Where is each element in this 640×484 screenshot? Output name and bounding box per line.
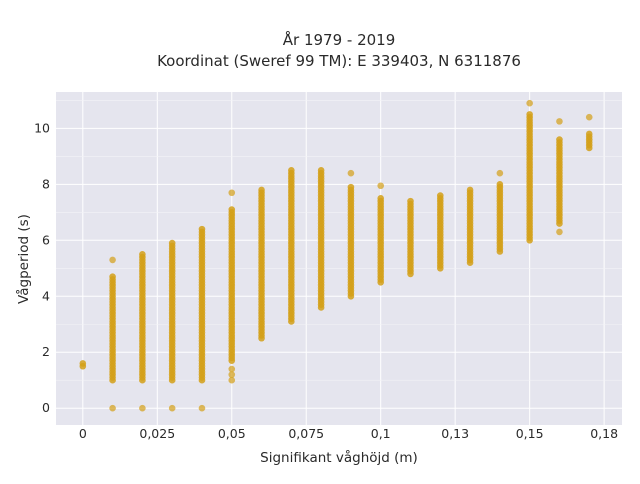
data-point-outlier <box>228 189 236 197</box>
data-point <box>317 167 325 174</box>
chart-title-line-2: Koordinat (Sweref 99 TM): E 339403, N 63… <box>157 52 521 70</box>
data-point <box>585 130 593 138</box>
data-point-outlier <box>526 99 533 107</box>
data-column <box>377 182 385 286</box>
x-tick-label: 0,18 <box>590 426 618 441</box>
data-column <box>496 169 504 255</box>
data-point-outlier <box>585 113 593 121</box>
data-column <box>258 186 265 342</box>
data-column <box>168 239 176 412</box>
data-point <box>436 192 444 199</box>
data-point-outlier <box>228 371 236 378</box>
data-point <box>526 111 533 118</box>
x-axis-title: Signifikant våghöjd (m) <box>260 449 418 466</box>
data-column <box>556 118 563 236</box>
data-point-outlier <box>556 228 563 236</box>
data-column <box>198 225 206 412</box>
data-point <box>168 239 176 247</box>
data-points <box>79 99 593 412</box>
data-column <box>109 256 116 412</box>
x-tick-label: 0,05 <box>218 426 246 441</box>
data-point-outlier <box>109 404 116 412</box>
data-point <box>407 197 414 205</box>
y-tick-labels: 0 2 4 6 8 10 <box>34 120 50 415</box>
data-point <box>228 206 236 213</box>
data-point-outlier <box>228 365 236 373</box>
y-tick-label: 2 <box>42 344 50 359</box>
y-tick-label: 10 <box>34 120 50 135</box>
data-column <box>79 360 87 370</box>
data-point <box>139 251 146 258</box>
data-point <box>377 195 385 202</box>
data-point-outlier <box>228 376 236 384</box>
data-point-outlier <box>168 404 176 412</box>
data-point <box>556 136 563 143</box>
data-point-outlier <box>556 118 563 125</box>
x-tick-labels: 0 0,025 0,05 0,075 0,1 0,13 0,15 0,18 <box>79 426 618 441</box>
data-point-outlier <box>109 256 116 264</box>
data-point <box>198 225 206 233</box>
data-point <box>347 183 355 191</box>
data-column <box>288 167 295 325</box>
chart-title-line-1: År 1979 - 2019 <box>283 30 396 49</box>
data-point-outlier <box>347 169 355 177</box>
data-column <box>466 186 474 266</box>
data-column <box>585 113 593 152</box>
y-axis-title: Vågperiod (s) <box>15 214 32 304</box>
data-point <box>496 181 504 188</box>
y-tick-label: 6 <box>42 232 50 247</box>
y-tick-label: 4 <box>42 288 50 303</box>
x-tick-label: 0,1 <box>371 426 391 441</box>
data-column <box>347 169 355 300</box>
x-tick-label: 0,025 <box>139 426 175 441</box>
data-point <box>288 167 295 174</box>
data-point <box>79 360 87 367</box>
data-column <box>526 99 533 244</box>
y-tick-label: 8 <box>42 176 50 191</box>
data-point-outlier <box>139 404 146 412</box>
data-point-outlier <box>377 182 385 190</box>
data-point-outlier <box>496 169 504 177</box>
data-column <box>228 189 236 384</box>
x-tick-label: 0,15 <box>516 426 544 441</box>
data-column <box>317 167 325 311</box>
data-point <box>258 186 265 194</box>
x-tick-label: 0 <box>79 426 87 441</box>
data-point <box>109 273 116 280</box>
data-column <box>407 197 414 278</box>
data-column <box>139 251 146 412</box>
x-tick-label: 0,13 <box>441 426 469 441</box>
y-tick-label: 0 <box>42 400 50 415</box>
data-point-outlier <box>198 404 206 412</box>
data-column <box>436 192 444 272</box>
data-point <box>466 186 474 194</box>
x-tick-label: 0,075 <box>288 426 324 441</box>
